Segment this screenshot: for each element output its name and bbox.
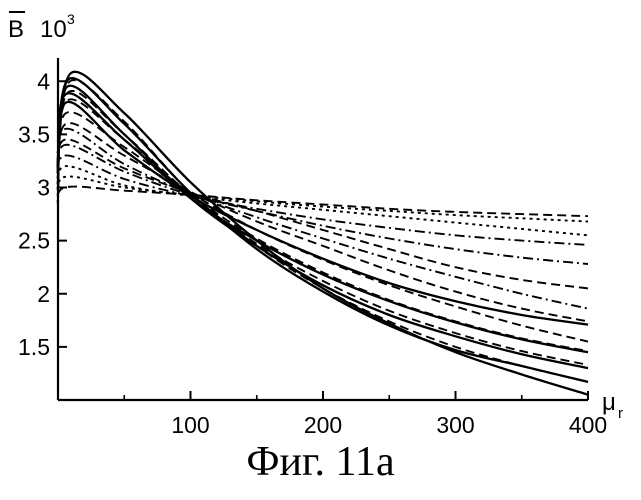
y-tick-label: 2 [37,281,50,307]
figure-caption: Фиг. 11a [0,438,641,486]
x-axis-subscript: r [618,405,623,422]
series-line-17 [58,187,588,217]
y-axis-scale-base: 10 [40,16,67,43]
y-axis-scale-exp: 3 [67,11,75,27]
y-tick-label: 2.5 [18,228,50,254]
x-tick-label: 300 [436,412,474,438]
series-line-14 [58,155,588,244]
y-tick-label: 4 [37,68,50,94]
x-tick-label: 200 [304,412,342,438]
series-line-16 [58,176,588,221]
axis-labels: B103μr [8,11,623,422]
series-line-1 [58,72,588,395]
y-tick-label: 1.5 [18,334,50,360]
x-tick-label: 100 [171,412,209,438]
y-axis-symbol: B [8,16,24,43]
y-tick-label: 3.5 [18,121,50,147]
y-tick-label: 3 [37,175,50,201]
series-group [58,72,588,395]
x-axis-symbol: μ [602,389,616,416]
